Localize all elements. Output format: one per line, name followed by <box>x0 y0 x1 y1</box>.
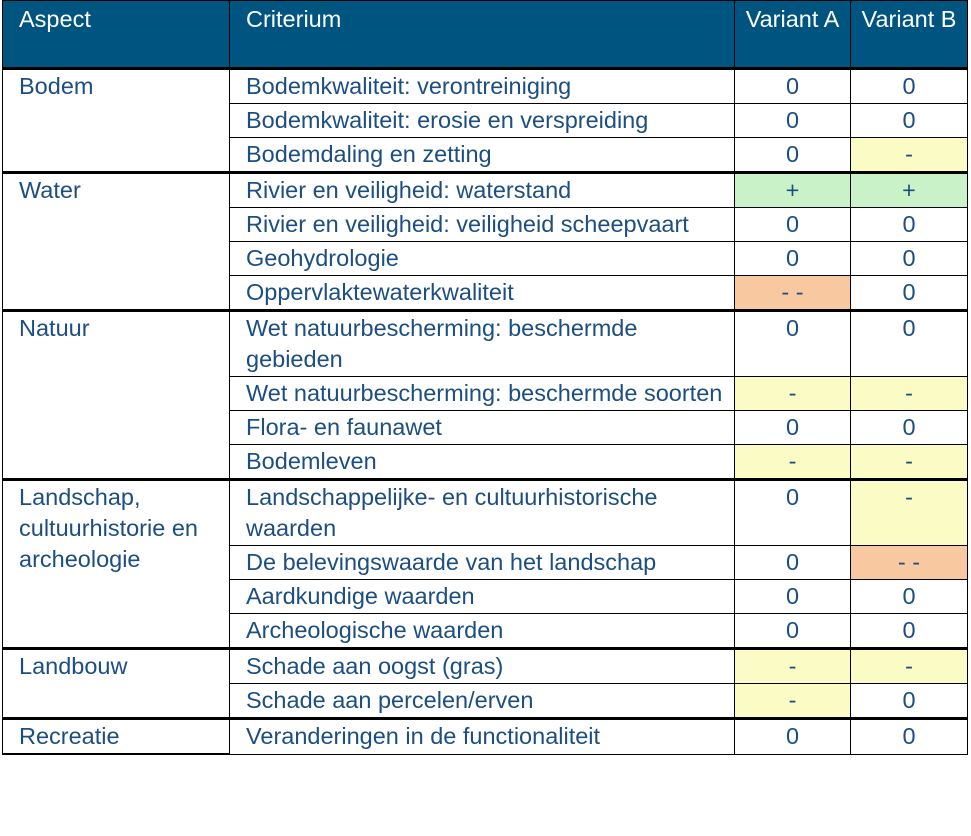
variant-a-score: - <box>734 444 851 480</box>
aspect-cell: Natuur <box>2 309 230 481</box>
criterium-cell: Landschappelijke- en cultuurhistorische … <box>229 478 735 546</box>
variant-a-score: - <box>734 683 851 719</box>
variant-b-score: - - <box>850 545 968 580</box>
table-header: Aspect Criterium Variant A Variant B <box>2 0 968 69</box>
variant-b-score: 0 <box>850 579 968 614</box>
criterium-cell: De belevingswaarde van het landschap <box>229 545 735 580</box>
variant-b-score: 0 <box>850 207 968 242</box>
variant-b-score: - <box>850 376 968 411</box>
criterium-cell: Archeologische waarden <box>229 613 735 649</box>
variant-a-score: 0 <box>734 717 851 755</box>
aspect-group: Landschap, cultuurhistorie en archeologi… <box>2 478 968 650</box>
aspect-group: Recreatie Veranderingen in de functionali… <box>2 717 968 755</box>
criterium-cell: Bodemkwaliteit: erosie en verspreiding <box>229 103 735 138</box>
variant-a-score: 0 <box>734 103 851 138</box>
table-row: Rivier en veiligheid: veiligheid scheepv… <box>3 207 968 242</box>
variant-b-score: 0 <box>850 67 968 104</box>
variant-b-score: - <box>850 647 968 684</box>
variant-b-score: 0 <box>850 410 968 445</box>
table-row: Landschap, cultuurhistorie en archeologi… <box>2 478 968 650</box>
table-row: De belevingswaarde van het landschap 0- - <box>3 545 968 580</box>
variant-a-score: + <box>734 171 851 208</box>
table-row: Oppervlaktewaterkwaliteit - -0 <box>3 275 968 311</box>
variant-a-score: 0 <box>734 137 851 173</box>
table-row: Wet natuurbescherming: beschermde soorte… <box>3 376 968 411</box>
aspect-group: Landbouw Schade aan oogst (gras) - - Schade … <box>2 647 968 720</box>
aspect-cell: Landbouw <box>2 647 230 720</box>
criterium-cell: Wet natuurbescherming: beschermde gebied… <box>229 309 735 377</box>
variant-a-score: 0 <box>734 207 851 242</box>
header-criterium: Criterium <box>229 0 735 69</box>
criterium-cell: Aardkundige waarden <box>229 579 735 614</box>
variant-a-score: 0 <box>734 545 851 580</box>
variant-a-score: - - <box>734 275 851 311</box>
aspect-cell: Water <box>2 171 230 312</box>
criterium-cell: Wet natuurbescherming: beschermde soorte… <box>229 376 735 411</box>
criterium-cell: Geohydrologie <box>229 241 735 276</box>
table-row: Water Rivier en veiligheid: waterstand + + <box>2 171 968 312</box>
variant-b-score: 0 <box>850 717 968 755</box>
variant-a-score: 0 <box>734 309 851 377</box>
aspect-cell: Landschap, cultuurhistorie en archeologi… <box>2 478 230 650</box>
criterium-cell: Oppervlaktewaterkwaliteit <box>229 275 735 311</box>
variant-b-score: - <box>850 444 968 480</box>
table-row: Aardkundige waarden 0 0 <box>3 579 968 614</box>
variant-a-score: 0 <box>734 410 851 445</box>
criterium-cell: Rivier en veiligheid: veiligheid scheepv… <box>229 207 735 242</box>
header-aspect: Aspect <box>2 0 230 69</box>
criterium-cell: Bodemleven <box>229 444 735 480</box>
assessment-table: Aspect Criterium Variant A Variant B Bod… <box>2 0 968 755</box>
variant-b-score: 0 <box>850 103 968 138</box>
criterium-cell: Bodemdaling en zetting <box>229 137 735 173</box>
aspect-cell: Recreatie <box>2 717 230 755</box>
aspect-group: Bodem Bodemkwaliteit: verontreiniging 0 0 Bo… <box>2 67 968 174</box>
aspect-cell: Bodem <box>2 67 230 174</box>
aspect-group: Natuur Wet natuurbescherming: beschermde … <box>2 309 968 481</box>
variant-b-score: 0 <box>850 613 968 649</box>
criterium-cell: Bodemkwaliteit: verontreiniging <box>229 67 735 104</box>
table-row: Natuur Wet natuurbescherming: beschermde … <box>2 309 968 481</box>
variant-b-score: 0 <box>850 241 968 276</box>
variant-a-score: 0 <box>734 67 851 104</box>
variant-b-score: 0 <box>850 275 968 311</box>
criterium-cell: Rivier en veiligheid: waterstand <box>229 171 735 208</box>
table-row: Flora- en faunawet 0 0 <box>3 410 968 445</box>
variant-b-score: 0 <box>850 309 968 377</box>
table-row: Landbouw Schade aan oogst (gras) - - <box>2 647 968 720</box>
variant-a-score: 0 <box>734 241 851 276</box>
table-row: Bodem Bodemkwaliteit: verontreiniging 0 0 <box>2 67 968 174</box>
variant-a-score: 0 <box>734 478 851 546</box>
variant-b-score: 0 <box>850 683 968 719</box>
criterium-cell: Flora- en faunawet <box>229 410 735 445</box>
header-variant-a: Variant A <box>734 0 851 69</box>
variant-b-score: - <box>850 478 968 546</box>
variant-a-score: - <box>734 376 851 411</box>
table-row: Archeologische waarden 0 0 <box>3 613 968 649</box>
criterium-cell: Schade aan oogst (gras) <box>229 647 735 684</box>
variant-a-score: 0 <box>734 613 851 649</box>
criterium-cell: Veranderingen in de functionaliteit <box>229 717 735 755</box>
table-row: Recreatie Veranderingen in de functionali… <box>2 717 968 755</box>
header-variant-b: Variant B <box>850 0 968 69</box>
variant-a-score: 0 <box>734 579 851 614</box>
variant-b-score: - <box>850 137 968 173</box>
aspect-group: Water Rivier en veiligheid: waterstand + + R… <box>2 171 968 312</box>
variant-a-score: - <box>734 647 851 684</box>
criterium-cell: Schade aan percelen/erven <box>229 683 735 719</box>
variant-b-score: + <box>850 171 968 208</box>
